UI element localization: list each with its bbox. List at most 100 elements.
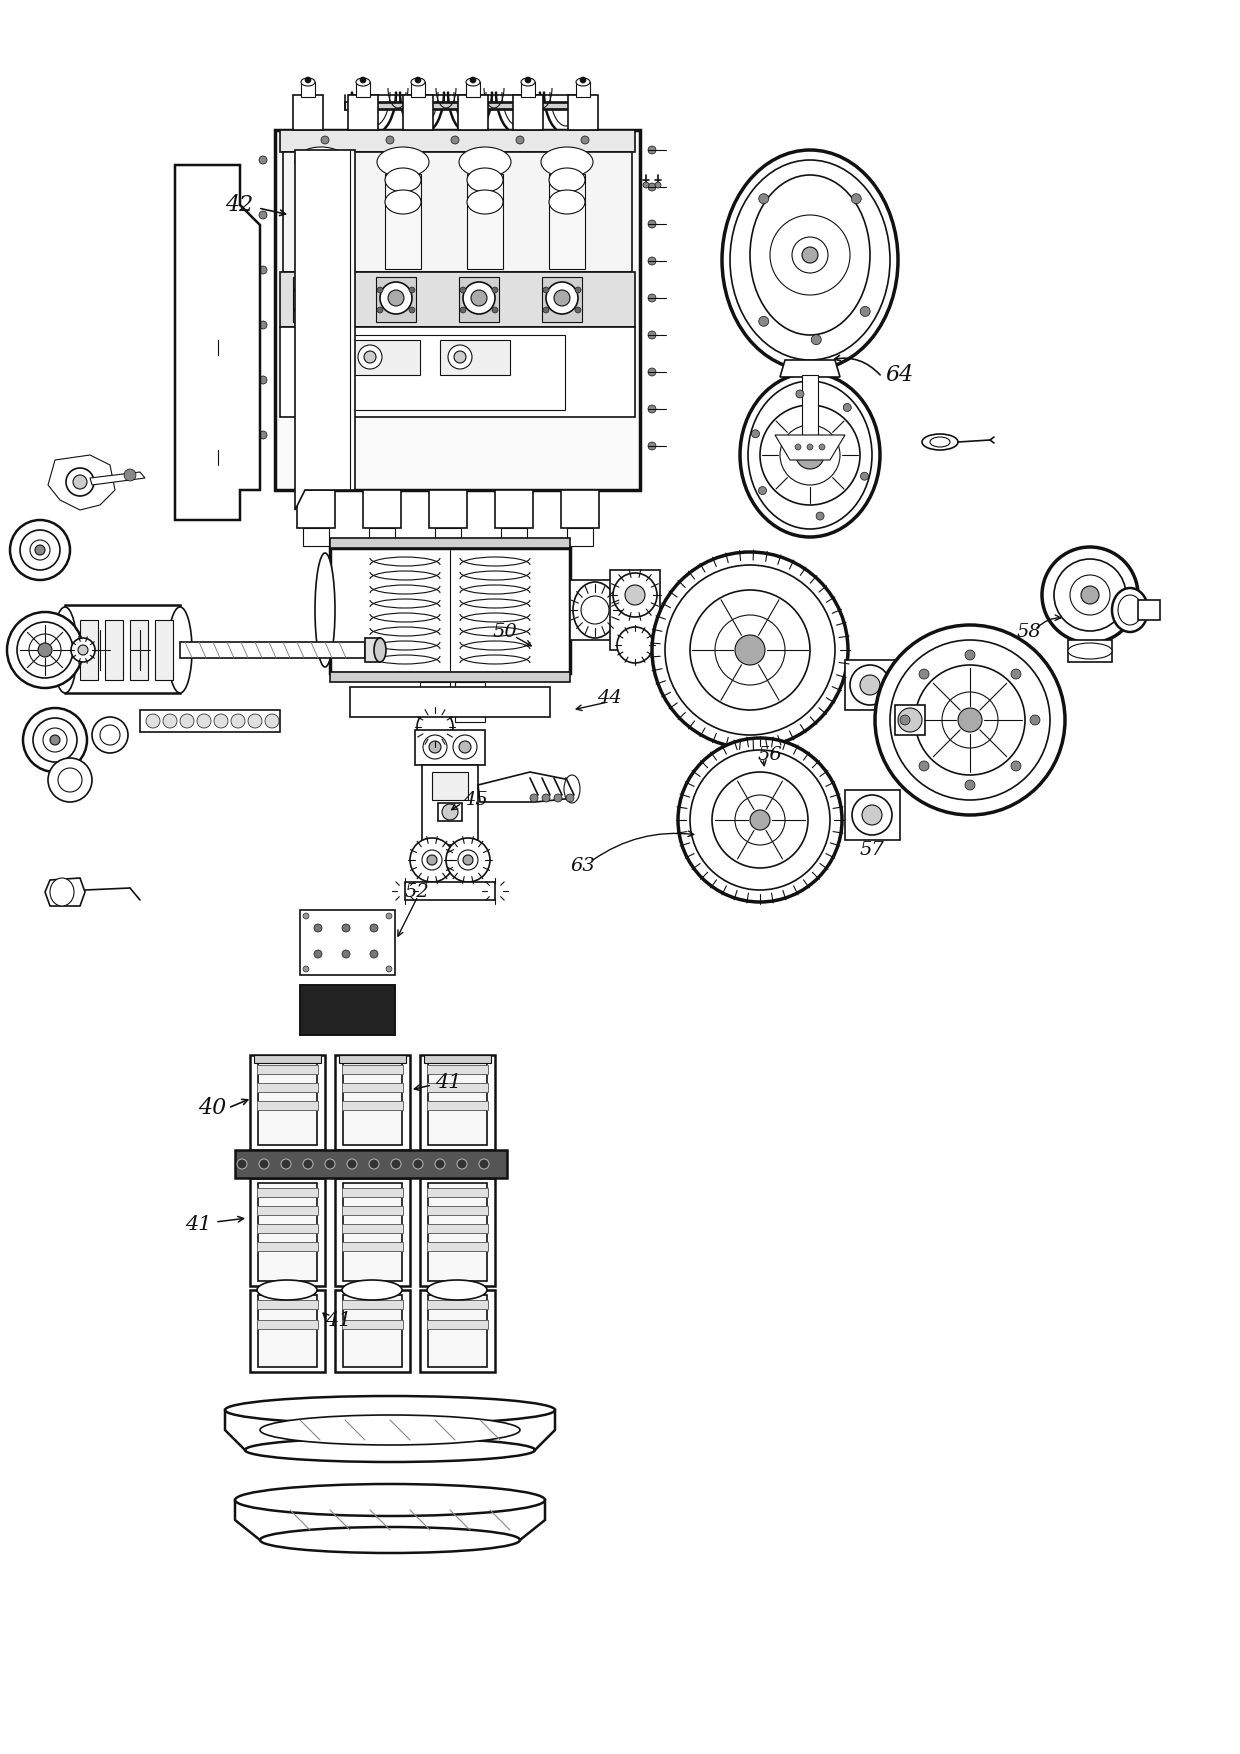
Circle shape [649,442,656,451]
Circle shape [29,633,61,667]
Circle shape [303,1159,312,1168]
Circle shape [649,368,656,375]
Bar [343,1059,402,1145]
Circle shape [377,307,383,312]
Circle shape [649,295,656,302]
Ellipse shape [467,168,503,191]
Ellipse shape [373,554,436,665]
Bar [501,528,527,545]
Bar [424,1054,491,1063]
Circle shape [770,216,849,295]
Ellipse shape [295,147,347,177]
Circle shape [843,403,852,412]
Bar [895,705,925,735]
Ellipse shape [541,147,593,177]
Circle shape [124,468,136,481]
Text: 64: 64 [885,365,913,386]
Bar [300,986,396,1035]
Circle shape [1011,668,1021,679]
Circle shape [516,137,525,144]
Bar [283,153,632,272]
Circle shape [750,810,770,830]
Bar [420,682,450,723]
Bar [257,1082,317,1093]
Circle shape [735,795,785,845]
Circle shape [386,914,392,919]
Circle shape [735,635,765,665]
Ellipse shape [53,607,77,693]
Bar [348,95,378,130]
Circle shape [388,289,404,305]
Circle shape [751,430,759,438]
Bar [350,95,590,107]
Ellipse shape [564,775,580,803]
Circle shape [811,335,821,346]
Bar [257,1224,317,1233]
Circle shape [17,623,73,679]
Circle shape [807,444,813,451]
Bar [330,672,570,682]
Bar [303,174,339,268]
Ellipse shape [303,168,339,191]
Circle shape [259,1159,269,1168]
Bar [513,95,543,130]
Bar [257,1321,317,1330]
Text: 41: 41 [435,1072,461,1091]
Ellipse shape [750,175,870,335]
Circle shape [358,346,382,368]
Ellipse shape [257,1280,317,1300]
Bar [342,1102,403,1110]
Bar [300,986,396,1035]
Text: 50: 50 [494,623,518,640]
Bar [429,489,467,528]
Bar [427,1207,489,1216]
Bar [427,1102,489,1110]
Text: 45: 45 [463,791,487,809]
Bar [303,528,329,545]
Bar [420,1289,495,1372]
Bar [343,1182,402,1280]
Circle shape [50,735,60,745]
Circle shape [409,288,415,293]
Circle shape [66,468,94,496]
Circle shape [460,307,466,312]
Bar [342,1065,403,1073]
Circle shape [347,1159,357,1168]
Ellipse shape [549,168,585,191]
Circle shape [146,714,160,728]
Bar [438,803,463,821]
Bar [345,102,595,111]
Circle shape [792,237,828,274]
Bar [422,765,477,845]
Polygon shape [224,1410,556,1451]
Circle shape [852,193,862,203]
Circle shape [321,137,329,144]
Bar [343,1294,402,1366]
Bar [345,335,565,410]
Ellipse shape [377,147,429,177]
Circle shape [441,803,458,821]
Circle shape [259,431,267,438]
Circle shape [43,728,67,752]
Text: 63: 63 [570,858,595,875]
Bar [467,174,503,268]
Bar [410,82,425,96]
Ellipse shape [315,553,335,667]
Bar [376,277,415,323]
Bar [459,277,498,323]
Bar [342,1321,403,1330]
Text: 41: 41 [325,1310,351,1330]
Circle shape [1042,547,1138,644]
Circle shape [71,638,95,661]
Circle shape [365,351,376,363]
Circle shape [453,735,477,759]
Circle shape [760,405,861,505]
Circle shape [342,951,350,958]
Bar [844,660,895,710]
Bar [275,130,640,489]
Circle shape [314,924,322,931]
Circle shape [305,289,321,305]
Circle shape [712,772,808,868]
Bar [384,174,422,268]
Text: 40: 40 [198,1096,226,1119]
